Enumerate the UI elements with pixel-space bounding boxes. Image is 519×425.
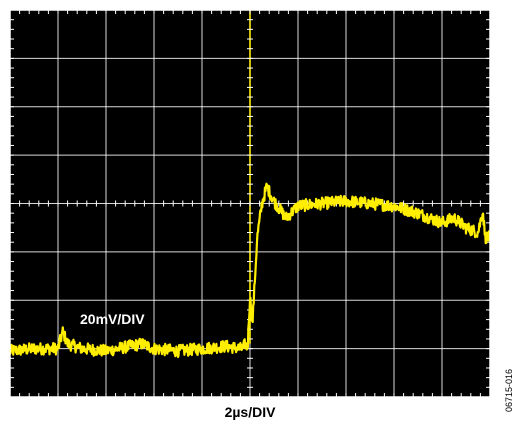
- screen-frame: [9, 9, 491, 398]
- vertical-scale-label: 20mV/DIV: [80, 311, 145, 327]
- figure-id: 06715-016: [504, 369, 514, 412]
- horizontal-scale-label: 2µs/DIV: [225, 404, 277, 420]
- signal-trace: [8, 182, 492, 359]
